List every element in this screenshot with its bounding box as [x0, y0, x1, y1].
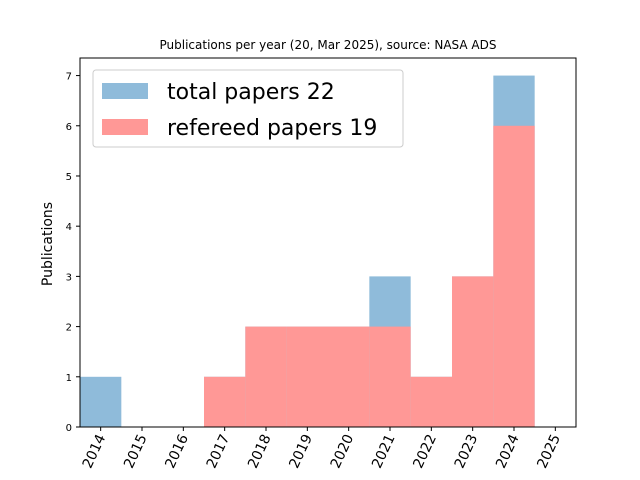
- y-tick-label-2: 2: [66, 323, 72, 334]
- plot-frame: [79, 57, 577, 428]
- bar-refereed-2019: [286, 326, 328, 427]
- legend-label-refereed: refereed papers 19: [167, 116, 377, 141]
- y-tick-label-3: 3: [66, 272, 72, 283]
- y-tick-label-1: 1: [66, 373, 72, 384]
- bar-refereed-2022: [410, 376, 452, 427]
- y-tick-label-7: 7: [66, 72, 72, 83]
- y-tick-label-0: 0: [66, 423, 72, 434]
- y-tick-label-4: 4: [66, 222, 72, 233]
- y-axis-label: Publications: [40, 202, 56, 286]
- legend-label-total: total papers 22: [167, 80, 335, 105]
- legend-box: [92, 69, 404, 148]
- bar-total-2014: [80, 376, 122, 427]
- bar-refereed-2024: [493, 125, 535, 427]
- chart-title: Publications per year (20, Mar 2025), so…: [160, 38, 497, 52]
- bar-refereed-2017: [204, 376, 246, 427]
- legend-swatch-refereed: [102, 119, 148, 135]
- bar-refereed-2018: [245, 326, 287, 427]
- legend-swatch-total: [102, 83, 148, 99]
- y-tick-label-5: 5: [66, 172, 72, 183]
- bar-refereed-2023: [452, 276, 494, 427]
- bars-layer: [80, 75, 535, 428]
- y-tick-label-6: 6: [66, 122, 72, 133]
- bar-refereed-2020: [328, 326, 370, 427]
- bar-refereed-2021: [369, 326, 411, 427]
- legend: total papers 22 refereed papers 19: [92, 69, 404, 148]
